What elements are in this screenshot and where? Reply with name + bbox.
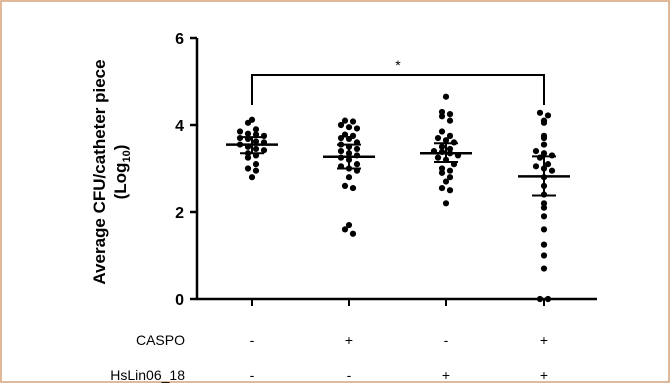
data-point-g1-4 bbox=[236, 128, 244, 135]
data-point-g4-1 bbox=[536, 109, 544, 116]
data-point-g3-20 bbox=[438, 165, 446, 172]
caspo-value-4: + bbox=[540, 332, 548, 348]
data-point-g3-7 bbox=[446, 132, 454, 139]
data-point-g2-25 bbox=[349, 184, 357, 192]
data-point-g2-14 bbox=[337, 148, 345, 155]
data-point-g4-25 bbox=[540, 265, 548, 272]
caspo-value-3: - bbox=[444, 332, 449, 348]
data-point-g1-14 bbox=[252, 145, 260, 153]
data-point-g3-21 bbox=[446, 167, 454, 174]
row-label-hslin: HsLin06_18 bbox=[110, 367, 185, 383]
data-point-g3-12 bbox=[446, 145, 454, 153]
y-axis-label-line1: Average CFU/catheter piece bbox=[90, 59, 109, 284]
y-axis-label-log: (Log bbox=[111, 163, 130, 200]
y-tick-label-2: 2 bbox=[175, 205, 184, 222]
data-point-g4-12 bbox=[544, 161, 552, 168]
data-point-g2-4 bbox=[345, 124, 353, 131]
significance-bracket bbox=[251, 74, 545, 105]
data-point-g4-15 bbox=[548, 167, 556, 174]
data-point-g3-26 bbox=[446, 187, 454, 194]
data-point-g4-9 bbox=[540, 150, 548, 157]
group-labels: CASPO HsLin06_18 - + - + - - + + bbox=[110, 332, 548, 383]
data-point-g1-2 bbox=[244, 119, 252, 126]
data-point-g1-15 bbox=[260, 147, 268, 154]
data-point-g1-18 bbox=[244, 154, 252, 161]
data-point-g4-21 bbox=[540, 213, 548, 220]
data-point-g2-24 bbox=[341, 182, 349, 189]
data-point-g2-9 bbox=[345, 135, 353, 143]
data-point-g2-26 bbox=[345, 221, 353, 229]
caspo-value-1: - bbox=[250, 332, 255, 348]
data-point-g3-6 bbox=[438, 128, 446, 135]
significance-label: * bbox=[395, 57, 401, 73]
data-point-g3-8 bbox=[434, 134, 442, 142]
data-point-g3-2 bbox=[438, 108, 446, 116]
hslin-value-2: - bbox=[347, 367, 352, 383]
data-point-g4-6 bbox=[540, 134, 548, 142]
data-point-g4-20 bbox=[540, 204, 548, 211]
data-point-g1-3 bbox=[252, 126, 260, 133]
data-point-g2-3 bbox=[337, 121, 345, 129]
data-point-g3-22 bbox=[438, 169, 446, 176]
data-point-g2-5 bbox=[353, 125, 361, 132]
data-point-g2-6 bbox=[341, 131, 349, 138]
data-point-g4-13 bbox=[532, 163, 540, 170]
data-point-g1-22 bbox=[248, 174, 256, 181]
data-point-g2-1 bbox=[341, 117, 349, 124]
plot-area: 0 2 4 6 * bbox=[175, 31, 597, 309]
data-point-g4-2 bbox=[544, 112, 552, 119]
data-point-g3-5 bbox=[446, 117, 454, 124]
y-axis-label-subscript: 10 bbox=[121, 150, 133, 162]
data-point-g4-26 bbox=[536, 295, 544, 303]
data-point-g4-24 bbox=[540, 252, 548, 259]
data-point-g3-4 bbox=[438, 113, 446, 120]
data-point-g1-20 bbox=[244, 165, 252, 172]
data-point-g3-11 bbox=[438, 143, 446, 150]
y-axis-label-line2: (Log10) bbox=[111, 145, 133, 200]
data-point-g1-5 bbox=[244, 130, 252, 137]
data-point-g2-8 bbox=[337, 134, 345, 142]
data-point-g1-10 bbox=[252, 138, 260, 145]
caspo-value-2: + bbox=[345, 332, 353, 348]
data-point-g2-27 bbox=[341, 226, 349, 233]
data-point-g4-23 bbox=[540, 241, 548, 248]
data-point-g4-27 bbox=[544, 295, 552, 303]
hslin-value-1: - bbox=[250, 367, 255, 383]
data-point-g3-3 bbox=[446, 111, 454, 118]
data-point-g3-17 bbox=[434, 154, 442, 161]
y-axis-label: Average CFU/catheter piece (Log10) bbox=[90, 59, 133, 284]
data-point-g2-2 bbox=[349, 118, 357, 125]
data-point-g3-23 bbox=[446, 174, 454, 181]
y-tick-label-0: 0 bbox=[175, 292, 184, 309]
data-point-g1-6 bbox=[252, 131, 260, 138]
data-point-g4-19 bbox=[540, 200, 548, 207]
data-point-g2-13 bbox=[353, 145, 361, 153]
data-point-g3-24 bbox=[442, 178, 450, 185]
hslin-value-3: + bbox=[442, 367, 450, 383]
data-point-g3-9 bbox=[442, 137, 450, 144]
y-tick-label-4: 4 bbox=[175, 118, 184, 135]
data-point-g4-8 bbox=[532, 148, 540, 155]
data-point-g4-22 bbox=[540, 226, 548, 233]
data-point-g4-4 bbox=[540, 119, 548, 126]
y-tick-label-6: 6 bbox=[175, 31, 184, 48]
data-point-g3-27 bbox=[442, 200, 450, 207]
data-point-g1-19 bbox=[252, 161, 260, 168]
data-point-g2-28 bbox=[349, 230, 357, 237]
data-point-g1-21 bbox=[252, 167, 260, 174]
row-label-caspo: CASPO bbox=[136, 332, 185, 348]
data-point-g3-1 bbox=[442, 93, 450, 100]
data-point-g3-25 bbox=[438, 184, 446, 192]
data-point-g2-23 bbox=[345, 174, 353, 181]
data-point-g4-7 bbox=[540, 141, 548, 148]
data-point-g2-19 bbox=[353, 161, 361, 168]
y-axis-label-close: ) bbox=[111, 145, 130, 151]
hslin-value-4: + bbox=[540, 367, 548, 383]
